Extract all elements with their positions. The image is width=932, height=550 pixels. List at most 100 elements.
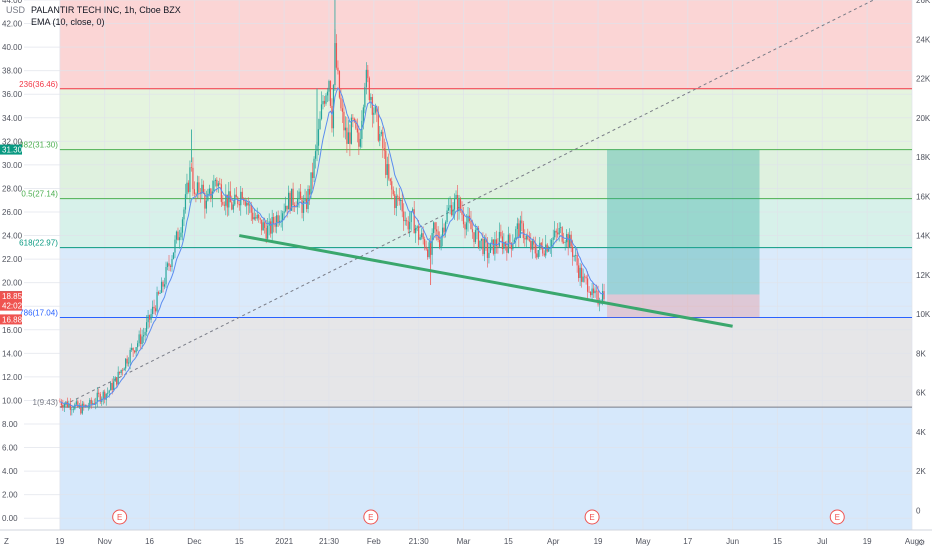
candle-body xyxy=(199,192,202,194)
candle-body xyxy=(128,362,130,364)
right-axis-tick-label: 16K xyxy=(916,192,931,201)
candle-body xyxy=(283,211,285,214)
candle-body xyxy=(184,194,187,210)
left-axis-tick-label: 32.00 xyxy=(2,137,23,146)
candle-body xyxy=(444,221,447,233)
candle-body xyxy=(186,182,188,195)
right-axis-tick-label: 12K xyxy=(916,271,931,280)
indicator-title[interactable]: EMA (10, close, 0) xyxy=(31,17,105,27)
extended-dashed-line xyxy=(59,0,875,408)
candle-body xyxy=(603,291,605,300)
grid-lines xyxy=(24,0,913,530)
candle-body xyxy=(201,184,203,194)
candle-body xyxy=(105,393,107,400)
candle-body xyxy=(277,215,279,223)
candle-body xyxy=(467,215,469,223)
candle-body xyxy=(518,223,520,238)
candle-body xyxy=(564,242,566,243)
zoom-button[interactable]: Z xyxy=(4,537,9,546)
candle-body xyxy=(434,222,436,230)
candle-body xyxy=(204,193,206,209)
candle-body xyxy=(125,358,127,369)
candle-body xyxy=(524,238,526,240)
right-axis-tick-label: 6K xyxy=(916,389,926,398)
price-tag[interactable]: 31.30 xyxy=(0,144,23,155)
candle-body xyxy=(488,252,490,258)
x-axis-tick-label: Apr xyxy=(547,537,560,546)
right-axis-tick-label: 26K xyxy=(916,0,931,5)
candle-body xyxy=(111,382,113,391)
symbol-title[interactable]: PALANTIR TECH INC, 1h, Cboe BZX xyxy=(31,5,181,15)
price-tag-box xyxy=(0,314,22,325)
position-loss-zone xyxy=(607,294,760,318)
candle-body xyxy=(202,184,204,194)
candle-body xyxy=(68,403,70,407)
candle-body xyxy=(521,220,523,224)
price-tag[interactable]: 42:02 xyxy=(0,300,23,311)
candle-body xyxy=(548,248,550,252)
candle-body xyxy=(314,151,317,159)
candle-body xyxy=(395,195,397,209)
candle-body xyxy=(512,243,514,250)
candle-body xyxy=(347,132,350,144)
candle-body xyxy=(379,134,381,141)
candle-body xyxy=(412,209,414,212)
candle-body xyxy=(573,255,575,257)
earnings-marker[interactable]: E xyxy=(112,509,128,525)
candle-body xyxy=(551,239,553,248)
candle-body xyxy=(539,242,541,251)
candle-body xyxy=(459,199,462,211)
candle-body xyxy=(458,199,460,212)
candle-body xyxy=(90,399,92,404)
left-axis-tick-label: 26.00 xyxy=(2,208,23,217)
candle-body xyxy=(225,194,227,206)
price-tag-label: 42:02 xyxy=(2,302,23,311)
candle-body xyxy=(183,209,185,220)
candle-body xyxy=(274,224,276,227)
candle-body xyxy=(110,382,112,391)
candle-body xyxy=(479,240,481,248)
candle-body xyxy=(226,194,228,208)
earnings-marker[interactable]: E xyxy=(584,509,600,525)
fib-zone-4 xyxy=(59,88,913,150)
candle-body xyxy=(213,180,215,192)
candle-body xyxy=(98,392,100,394)
candle-body xyxy=(285,205,287,212)
candle-body xyxy=(328,81,330,92)
settings-icon[interactable]: ⚙ xyxy=(918,538,925,547)
candle-body xyxy=(165,267,167,285)
x-axis-tick-label: 19 xyxy=(594,537,603,546)
candle-body xyxy=(335,43,338,68)
candle-body xyxy=(531,240,533,250)
candle-body xyxy=(597,291,599,305)
candle-body xyxy=(492,239,495,254)
candle-body xyxy=(205,200,207,209)
candle-body xyxy=(177,231,179,241)
price-tag-label: 31.30 xyxy=(2,146,23,155)
left-axis-tick-label: 34.00 xyxy=(2,114,23,123)
candle-body xyxy=(483,238,486,255)
fib-level-label: 0.5(27.14) xyxy=(21,190,58,199)
earnings-marker-label: E xyxy=(368,513,373,522)
candle-body xyxy=(247,202,249,206)
candle-body xyxy=(198,182,200,193)
candle-body xyxy=(326,91,329,96)
candle-body xyxy=(189,167,191,192)
candle-body xyxy=(601,291,604,302)
earnings-marker[interactable]: E xyxy=(829,509,845,525)
candle-body xyxy=(138,334,140,344)
candle-body xyxy=(569,234,571,248)
price-tag[interactable]: 16.88 xyxy=(0,314,23,325)
candle-body xyxy=(316,145,318,152)
earnings-marker-circle xyxy=(363,509,379,525)
candle-body xyxy=(240,191,242,206)
candle-body xyxy=(83,403,85,407)
candle-body xyxy=(256,214,258,219)
price-tag[interactable]: 18.85 xyxy=(0,291,23,302)
candle-body xyxy=(462,214,465,225)
earnings-marker[interactable]: E xyxy=(363,509,379,525)
x-axis-tick-label: 16 xyxy=(145,537,154,546)
candle-body xyxy=(438,240,441,248)
